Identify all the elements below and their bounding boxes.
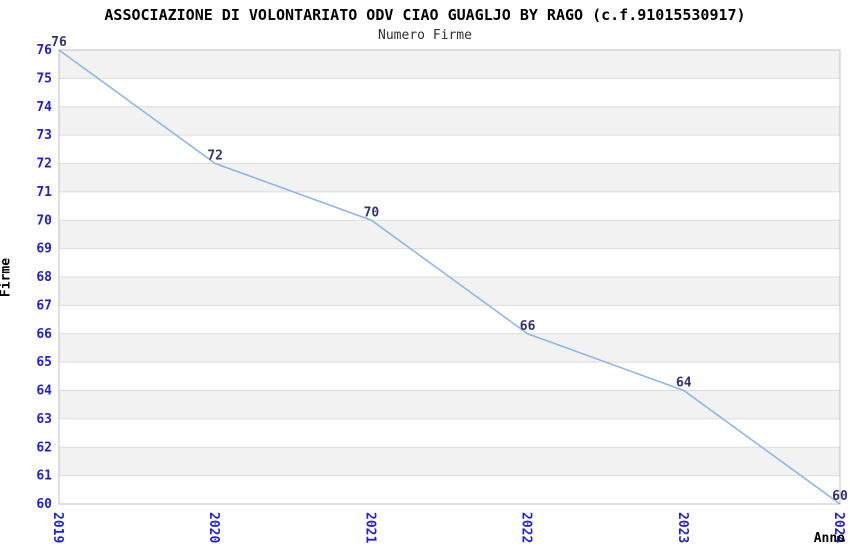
series-line [58, 49, 841, 505]
x-tick-label: 2023 [675, 512, 690, 543]
point-label: 76 [51, 35, 67, 50]
grid-band [59, 220, 840, 249]
y-tick-label: 70 [36, 213, 52, 228]
point-label: 70 [364, 205, 380, 220]
y-tick-label: 62 [36, 440, 52, 455]
y-tick-label: 76 [36, 43, 52, 58]
y-tick-label: 60 [36, 497, 52, 512]
grid-band [59, 447, 840, 476]
y-tick-label: 65 [36, 355, 52, 370]
grid-band [59, 106, 840, 136]
y-tick-label: 71 [36, 185, 52, 200]
y-tick-label: 69 [36, 242, 52, 257]
grid-band [59, 277, 840, 306]
y-tick-label: 66 [36, 327, 52, 342]
plot-border [58, 49, 841, 505]
chart-title: ASSOCIAZIONE DI VOLONTARIATO ODV CIAO GU… [104, 6, 746, 24]
x-tick-label: 2019 [50, 512, 65, 543]
y-axis-title: Firme [0, 257, 14, 298]
y-tick-label: 73 [36, 128, 52, 143]
chart-subtitle: Numero Firme [378, 28, 472, 43]
y-tick-label: 64 [36, 384, 52, 399]
grid-band [59, 163, 840, 192]
grid-band [59, 390, 840, 419]
point-label: 66 [520, 319, 536, 334]
y-tick-label: 63 [36, 412, 52, 427]
x-tick-label: 2024 [831, 512, 846, 543]
y-tick-label: 75 [36, 71, 52, 86]
grid-band [59, 333, 840, 363]
y-tick-label: 61 [36, 469, 52, 484]
point-label: 72 [207, 149, 223, 164]
x-axis-title: Anno [813, 531, 845, 546]
point-label: 64 [676, 376, 692, 391]
y-tick-label: 68 [36, 270, 52, 285]
grid-band [59, 50, 840, 79]
x-tick-label: 2020 [206, 512, 221, 543]
x-tick-label: 2021 [362, 512, 377, 543]
y-tick-label: 72 [36, 157, 52, 172]
y-tick-label: 74 [36, 100, 52, 115]
point-label: 60 [832, 489, 848, 504]
x-tick-label: 2022 [519, 512, 534, 543]
y-tick-label: 67 [36, 298, 52, 313]
